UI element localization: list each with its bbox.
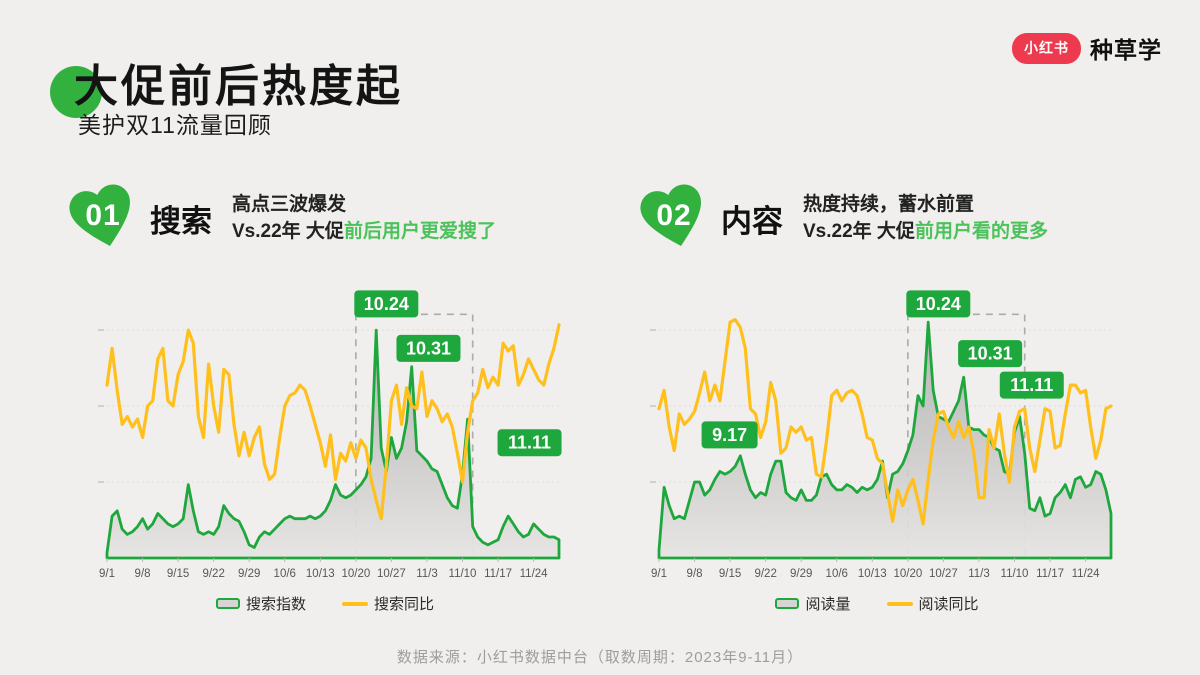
xiaohongshu-logo-pill: 小红书	[1012, 32, 1081, 64]
svg-text:9/22: 9/22	[202, 568, 224, 580]
svg-text:10/20: 10/20	[893, 568, 922, 580]
title-accent-circle-icon	[50, 66, 102, 118]
content-trend-plot: 9/1 9/8 9/15 9/22 9/29 10/6 10/13 10/20 10/27 11/…	[650, 290, 1113, 580]
svg-text:9/29: 9/29	[790, 568, 812, 580]
desc-line2: Vs.22年 大促前后用户更爱搜了	[232, 218, 496, 245]
desc-line1: 热度持续，蓄水前置	[803, 194, 975, 215]
svg-text:11.11: 11.11	[508, 433, 551, 453]
svg-text:10/27: 10/27	[377, 568, 406, 580]
svg-text:11/24: 11/24	[520, 568, 549, 580]
svg-text:10.24: 10.24	[916, 294, 961, 314]
svg-text:11/10: 11/10	[1001, 568, 1029, 580]
heart-badge-01: 01	[66, 182, 140, 254]
desc-line2-green: 前用户看的更多	[914, 221, 1048, 242]
svg-text:9/1: 9/1	[99, 568, 115, 580]
svg-text:10.24: 10.24	[364, 294, 409, 314]
svg-text:10/6: 10/6	[274, 568, 296, 580]
desc-line2: Vs.22年 大促前用户看的更多	[803, 218, 1048, 245]
section-desc-content: 热度持续，蓄水前置 Vs.22年 大促前用户看的更多	[803, 191, 1048, 245]
heart-icon	[640, 184, 701, 246]
svg-text:9/29: 9/29	[238, 568, 260, 580]
svg-text:9.17: 9.17	[712, 425, 747, 445]
section-number: 01	[85, 199, 121, 232]
section-search-header: 01 搜索 高点三波爆发 Vs.22年 大促前后用户更爱搜了	[66, 182, 496, 254]
legend-item-read-volume: 阅读量	[775, 593, 851, 614]
page-subtitle: 美护双11流量回顾	[78, 112, 272, 138]
svg-text:11/17: 11/17	[484, 568, 512, 580]
svg-text:11/3: 11/3	[968, 568, 990, 580]
legend-item-read-yoy: 阅读同比	[886, 593, 979, 614]
section-content-header: 02 内容 热度持续，蓄水前置 Vs.22年 大促前用户看的更多	[637, 182, 1048, 254]
svg-text:10.31: 10.31	[968, 344, 1013, 364]
search-chart-legend: 搜索指数 搜索同比	[85, 593, 565, 614]
section-name-search: 搜索	[150, 203, 212, 239]
legend-item-search-index: 搜索指数	[215, 593, 306, 614]
svg-text:9/8: 9/8	[135, 568, 151, 580]
section-number: 02	[656, 199, 692, 232]
section-desc-search: 高点三波爆发 Vs.22年 大促前后用户更爱搜了	[232, 191, 496, 245]
legend-item-search-yoy: 搜索同比	[342, 593, 434, 614]
brand-logo: 小红书 种草学	[1012, 31, 1162, 65]
heart-icon	[69, 184, 130, 246]
line-swatch-icon	[886, 601, 913, 606]
svg-text:10/20: 10/20	[341, 568, 370, 580]
legend-label: 阅读量	[805, 596, 851, 613]
data-source-note: 数据来源：小红书数据中台（取数周期：2023年9-11月）	[396, 649, 804, 666]
svg-text:11/10: 11/10	[449, 568, 477, 580]
svg-text:10/27: 10/27	[929, 568, 958, 580]
svg-text:9/8: 9/8	[687, 568, 703, 580]
legend-label: 搜索指数	[245, 596, 306, 613]
legend-label: 搜索同比	[374, 596, 435, 613]
search-trend-plot: 9/1 9/8 9/15 9/22 9/29 10/6 10/13 10/20 10/27 11/…	[98, 290, 562, 580]
area-swatch-icon	[775, 598, 800, 609]
legend-label: 阅读同比	[918, 596, 979, 613]
heart-badge-02: 02	[637, 182, 711, 254]
search-trend-chart: 9/1 9/8 9/15 9/22 9/29 10/6 10/13 10/20 10/27 11/…	[85, 288, 565, 614]
content-trend-chart: 9/1 9/8 9/15 9/22 9/29 10/6 10/13 10/20 10/27 11/…	[637, 288, 1117, 614]
svg-text:10/6: 10/6	[826, 568, 848, 580]
desc-line2-green: 前后用户更爱搜了	[343, 221, 496, 242]
brand-name: 种草学	[1090, 37, 1162, 63]
svg-text:11/24: 11/24	[1072, 568, 1101, 580]
svg-text:11.11: 11.11	[1010, 375, 1053, 395]
content-chart-legend: 阅读量 阅读同比	[637, 593, 1117, 614]
svg-text:9/15: 9/15	[167, 568, 189, 580]
section-name-content: 内容	[721, 203, 783, 239]
svg-text:9/15: 9/15	[719, 568, 741, 580]
desc-line2-black: Vs.22年 大促	[232, 221, 344, 242]
svg-text:9/22: 9/22	[754, 568, 776, 580]
page-title: 大促前后热度起	[74, 62, 403, 111]
svg-text:11/3: 11/3	[416, 568, 438, 580]
svg-text:11/17: 11/17	[1036, 568, 1064, 580]
svg-text:10/13: 10/13	[306, 568, 335, 580]
svg-text:10/13: 10/13	[858, 568, 887, 580]
svg-text:9/1: 9/1	[651, 568, 667, 580]
desc-line2-black: Vs.22年 大促	[803, 221, 915, 242]
line-swatch-icon	[342, 601, 368, 606]
desc-line1: 高点三波爆发	[232, 194, 347, 215]
area-swatch-icon	[215, 598, 240, 609]
svg-text:10.31: 10.31	[406, 338, 451, 358]
